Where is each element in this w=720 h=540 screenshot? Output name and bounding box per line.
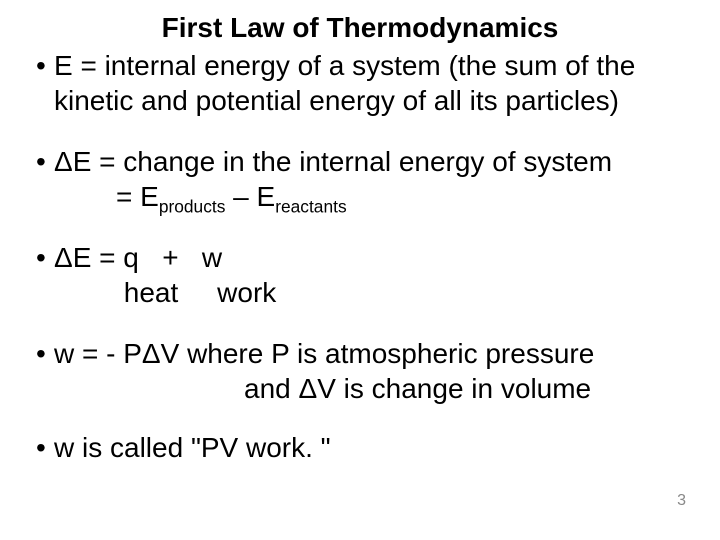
bullet-3: •ΔE = q + w heat work <box>28 240 692 310</box>
bullet-4: •w = - PΔV where P is atmospheric pressu… <box>28 336 692 406</box>
bullet-1: •E = internal energy of a system (the su… <box>28 48 692 118</box>
bullet-4-line1: w = - PΔV where P is atmospheric pressur… <box>54 338 594 369</box>
bullet-dot: • <box>36 240 54 275</box>
bullet-3-line1: ΔE = q + w <box>54 242 222 273</box>
bullet-dot: • <box>36 336 54 371</box>
bullet-1-text: E = internal energy of a system (the sum… <box>54 50 635 116</box>
b2-pre: = E <box>116 181 159 212</box>
bullet-dot: • <box>36 48 54 83</box>
slide-title: First Law of Thermodynamics <box>28 12 692 44</box>
bullet-dot: • <box>36 144 54 179</box>
bullet-5: •w is called "PV work. " <box>28 430 692 465</box>
b2-sub1: products <box>159 197 226 217</box>
b2-sub2: reactants <box>275 197 346 217</box>
page-number: 3 <box>677 492 686 510</box>
b2-mid: – E <box>225 181 275 212</box>
bullet-3-line2: heat work <box>54 275 692 310</box>
bullet-4-line2: and ΔV is change in volume <box>54 371 692 406</box>
bullet-5-text: w is called "PV work. " <box>54 432 331 463</box>
bullet-2: •ΔE = change in the internal energy of s… <box>28 144 692 214</box>
bullet-2-line1: ΔE = change in the internal energy of sy… <box>54 146 612 177</box>
bullet-dot: • <box>36 430 54 465</box>
slide: First Law of Thermodynamics •E = interna… <box>0 0 720 540</box>
bullet-2-line2: = Eproducts – Ereactants <box>54 179 692 214</box>
